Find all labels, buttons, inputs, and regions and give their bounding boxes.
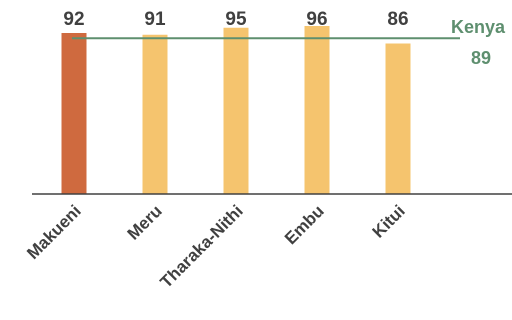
category-label-embu: Embu <box>281 201 328 248</box>
reference-line-value: 89 <box>471 48 491 68</box>
bar-makueni <box>61 33 87 194</box>
category-label-makueni: Makueni <box>23 201 85 263</box>
value-label-kitui: 86 <box>387 9 408 30</box>
bar-tharaka-nithi <box>223 27 249 194</box>
value-label-meru: 91 <box>144 9 166 30</box>
bar-embu <box>304 26 330 194</box>
value-labels-group: 92 91 95 96 86 <box>63 9 408 30</box>
bar-meru <box>142 34 168 194</box>
bar-kitui <box>385 43 411 194</box>
category-label-tharaka-nithi: Tharaka-Nithi <box>157 201 247 291</box>
value-label-embu: 96 <box>306 9 327 30</box>
reference-line-label: Kenya <box>451 17 506 37</box>
bars-group <box>61 26 411 194</box>
value-label-tharaka-nithi: 95 <box>225 9 247 30</box>
category-label-meru: Meru <box>124 201 166 243</box>
category-label-kitui: Kitui <box>369 201 409 241</box>
value-label-makueni: 92 <box>63 9 84 30</box>
